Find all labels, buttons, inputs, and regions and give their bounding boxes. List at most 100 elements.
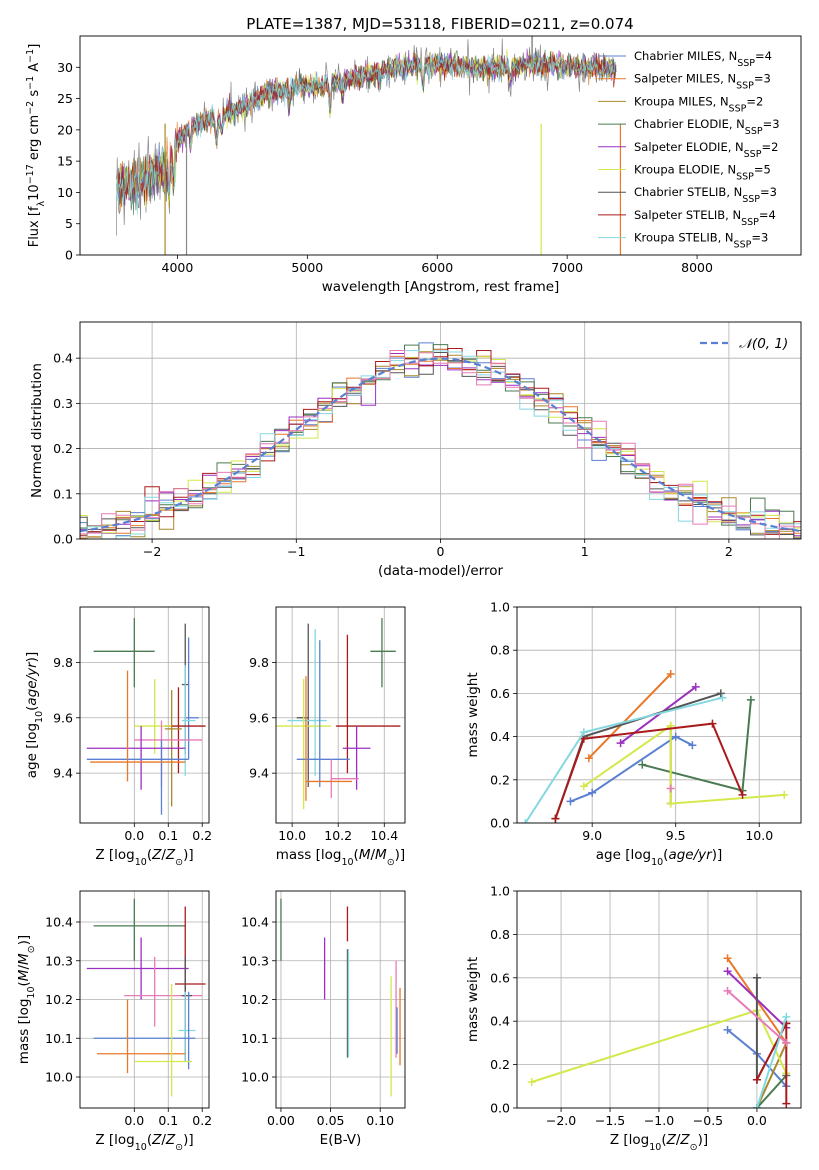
errorbar-point: [124, 956, 203, 1027]
x-tick-label: 4000: [162, 260, 194, 275]
label-part: /: [676, 1132, 681, 1148]
weight-series: [666, 784, 675, 793]
weight-series: [616, 682, 700, 748]
label-part: wavelength [Angstrom, rest frame]: [322, 279, 560, 295]
label-part: mass [: [276, 847, 321, 863]
label-part: log: [321, 847, 342, 863]
y-tick-label: 10.2: [45, 992, 73, 1007]
weight-line: [755, 1042, 788, 1108]
y-tick-label: 10.0: [241, 1070, 269, 1085]
weight-lines: [521, 669, 789, 823]
label-part: SSP: [744, 148, 762, 159]
errorbar-point: [276, 679, 332, 810]
errorbar-point: [86, 726, 186, 790]
legend: 𝒩(0, 1): [700, 336, 788, 352]
axes-weight_vs_Z: −2.0 −1.5 −1.0 −0.5 0.0 0.0 0.2 0.4 0.6 0.8 1.0 Z […: [465, 884, 802, 1153]
errorbar-point: [178, 991, 196, 1062]
x-tick-label: −0.5: [693, 1113, 723, 1128]
weight-series: [752, 1012, 791, 1108]
weight-marker: [782, 1012, 791, 1021]
weight-marker: [752, 973, 761, 982]
y-tick-label: 0.2: [490, 772, 510, 787]
label-part: Chabrier MILES, N: [634, 49, 737, 63]
label-part: Z: [165, 847, 176, 863]
y-tick-label: 0.4: [490, 1014, 510, 1029]
axes-frame-age_vs_mass: [275, 606, 406, 824]
weight-marker: [579, 782, 588, 791]
y-tick-label: 0.3: [53, 396, 73, 411]
errorbar-point: [134, 984, 193, 1097]
weight-marker: [666, 784, 675, 793]
errorbar-point: [93, 898, 186, 961]
y-tick-label: 0: [65, 248, 73, 263]
spectrum-lines: [116, 36, 622, 255]
label-part: )]: [183, 847, 194, 863]
errorbar-point: [86, 937, 189, 1000]
x-tick-label: 0: [437, 544, 445, 559]
weight-line: [755, 1016, 788, 1108]
x-tick-label: 0.10: [366, 1113, 394, 1128]
weight-marker: [551, 814, 560, 823]
label-part: Z: [679, 1132, 690, 1148]
errorbar-point: [90, 670, 186, 782]
weight-marker: [746, 695, 755, 704]
x-axis-label: Z [log10(Z/Z⊙)]: [95, 1132, 193, 1153]
label-part: =3: [751, 231, 768, 245]
x-tick-label: 0.00: [267, 1113, 295, 1128]
y-tick-label: 9.6: [53, 710, 73, 725]
label-part: M: [16, 953, 32, 965]
label-part: =4: [759, 208, 776, 222]
weight-marker: [716, 689, 725, 698]
errorbars: [86, 898, 206, 1097]
x-axis-label: Z [log10(Z/Z⊙)]: [610, 1132, 708, 1153]
label-part: A: [27, 63, 42, 76]
histogram-series: [80, 351, 801, 538]
weight-marker: [579, 728, 588, 737]
x-tick-label: 0.2: [192, 1113, 212, 1128]
x-tick-label: −2.0: [546, 1113, 576, 1128]
label-part: age/yr: [668, 847, 713, 863]
errorbar-point: [305, 676, 353, 801]
weight-line: [583, 723, 785, 805]
label-part: SSP: [736, 80, 754, 91]
weight-marker: [616, 739, 625, 748]
x-tick-label: 0.1: [158, 1113, 178, 1128]
legend-entry: Chabrier MILES, NSSP=4: [634, 49, 772, 69]
label-part: SSP: [737, 58, 755, 69]
label-part: log: [629, 1132, 650, 1148]
label-part: Salpeter ELODIE, N: [634, 140, 744, 154]
y-tick-label: 20: [57, 122, 73, 137]
axes-residuals: −2 −1 0 1 2 0.0 0.1 0.2 0.3 0.4 (data-model)/error…: [29, 321, 802, 579]
axes-frame-weight_vs_age: [516, 606, 802, 824]
label-part: Kroupa ELODIE, N: [634, 163, 736, 177]
y-tick-label: 0.8: [490, 643, 510, 658]
y-axis-label: Flux [fλ10−17 erg cm−2 s−1 A−1]: [25, 44, 47, 248]
axes-frame-mass_vs_EBV: [275, 890, 406, 1109]
axes-weight_vs_age: 9.0 9.5 10.0 0.0 0.2 0.4 0.6 0.8 1.0 age [log10(a…: [465, 600, 802, 868]
weight-line: [524, 696, 723, 823]
label-part: −1: [25, 76, 36, 90]
weight-line: [570, 735, 693, 803]
label-part: −17: [25, 164, 36, 184]
x-tick-label: 2: [725, 544, 733, 559]
y-tick-label: 10.4: [45, 915, 73, 930]
y-tick-label: 9.8: [249, 655, 269, 670]
weight-marker: [723, 986, 732, 995]
y-tick-label: 10.3: [241, 953, 269, 968]
weight-marker: [566, 797, 575, 806]
x-tick-label: −2: [143, 544, 161, 559]
x-tick-label: 0.2: [192, 828, 212, 843]
label-part: 10: [135, 1142, 147, 1153]
histogram-series: [80, 350, 801, 539]
label-part: log: [114, 847, 135, 863]
label-part: 10: [135, 857, 147, 868]
label-part: (: [147, 1132, 152, 1148]
y-tick-label: 0.0: [490, 816, 510, 831]
legend-entry: Salpeter MILES, NSSP=3: [634, 72, 771, 92]
label-part: )]: [16, 935, 32, 946]
x-tick-label: 0.05: [317, 1113, 345, 1128]
histogram-series: [80, 352, 801, 539]
y-tick-label: 10.0: [45, 1070, 73, 1085]
